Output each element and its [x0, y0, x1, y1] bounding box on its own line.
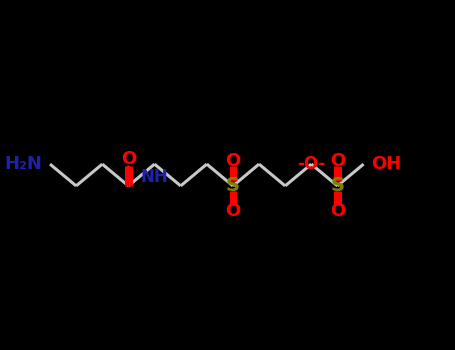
Text: S: S — [226, 176, 240, 195]
Text: O: O — [121, 150, 136, 168]
Text: O: O — [330, 152, 345, 170]
Text: O: O — [330, 202, 345, 220]
Text: O: O — [225, 152, 241, 170]
Text: -O-: -O- — [297, 155, 325, 173]
Text: O: O — [225, 202, 241, 220]
Text: H₂N: H₂N — [4, 155, 42, 173]
Text: OH: OH — [371, 155, 402, 173]
Text: NH: NH — [141, 168, 168, 186]
Text: S: S — [330, 176, 344, 195]
